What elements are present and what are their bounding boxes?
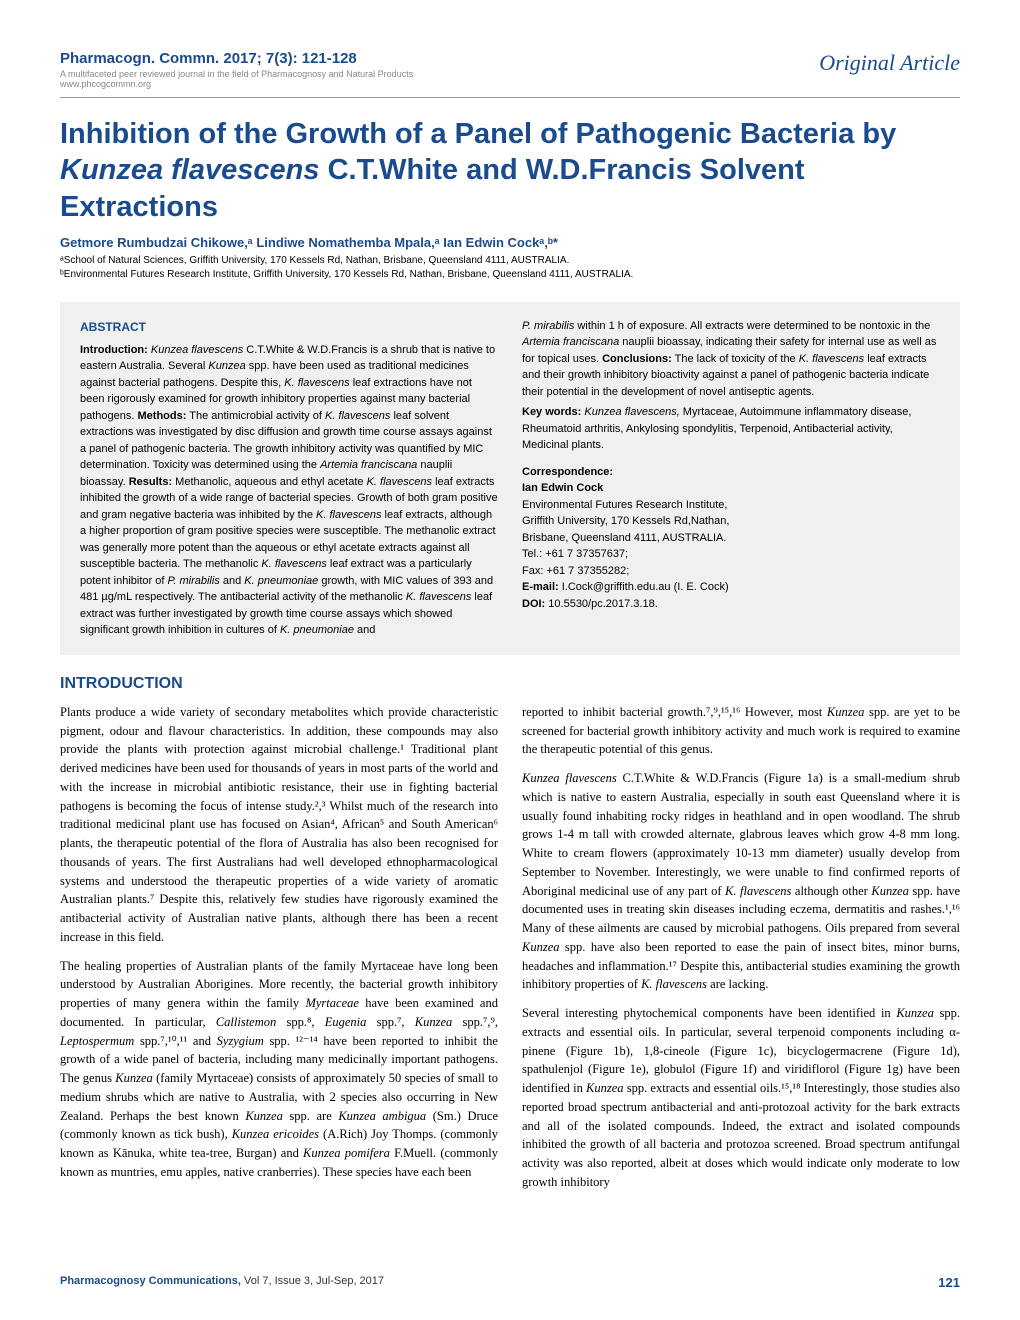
- correspondence-heading: Correspondence:: [522, 464, 940, 481]
- footer-journal: Pharmacognosy Communications,: [60, 1275, 241, 1287]
- abstract-box: ABSTRACT Introduction: Kunzea flavescens…: [60, 302, 960, 655]
- footer-left: Pharmacognosy Communications, Vol 7, Iss…: [60, 1275, 384, 1290]
- journal-url: www.phcogcommn.org: [60, 79, 819, 89]
- correspondence-address: Environmental Futures Research Institute…: [522, 497, 940, 547]
- title-part1: Inhibition of the Growth of a Panel of P…: [60, 118, 896, 150]
- abstract-right-col: P. mirabilis within 1 h of exposure. All…: [522, 318, 940, 639]
- abstract-left-text: Introduction: Kunzea flavescens C.T.Whit…: [80, 342, 498, 639]
- keywords: Key words: Kunzea flavescens, Myrtaceae,…: [522, 404, 940, 454]
- title-species: Kunzea flavescens: [60, 154, 320, 186]
- body-right-col: reported to inhibit bacterial growth.⁷,⁹…: [522, 703, 960, 1202]
- correspondence-fax: Fax: +61 7 37355282;: [522, 563, 940, 580]
- journal-citation: Pharmacogn. Commn. 2017; 7(3): 121-128: [60, 50, 819, 67]
- abstract-right-text: P. mirabilis within 1 h of exposure. All…: [522, 318, 940, 401]
- affiliations: ᵃSchool of Natural Sciences, Griffith Un…: [60, 254, 960, 282]
- body-left-p1: Plants produce a wide variety of seconda…: [60, 703, 498, 947]
- body-left-col: Plants produce a wide variety of seconda…: [60, 703, 498, 1202]
- article-title: Inhibition of the Growth of a Panel of P…: [60, 116, 960, 225]
- footer-page: 121: [938, 1275, 960, 1290]
- correspondence-tel: Tel.: +61 7 37357637;: [522, 546, 940, 563]
- introduction-heading: INTRODUCTION: [60, 675, 960, 693]
- article-type: Original Article: [819, 50, 960, 76]
- footer-volume: Vol 7, Issue 3, Jul-Sep, 2017: [241, 1275, 384, 1287]
- journal-info: Pharmacogn. Commn. 2017; 7(3): 121-128 A…: [60, 50, 819, 89]
- correspondence-name: Ian Edwin Cock: [522, 480, 940, 497]
- authors: Getmore Rumbudzai Chikowe,ᵃ Lindiwe Noma…: [60, 235, 960, 250]
- footer: Pharmacognosy Communications, Vol 7, Iss…: [60, 1275, 960, 1290]
- body-right-p2: Kunzea flavescens C.T.White & W.D.Franci…: [522, 769, 960, 994]
- body-left-p2: The healing properties of Australian pla…: [60, 957, 498, 1182]
- journal-subtitle: A multifaceted peer reviewed journal in …: [60, 69, 819, 79]
- header: Pharmacogn. Commn. 2017; 7(3): 121-128 A…: [60, 50, 960, 98]
- correspondence-doi: DOI: 10.5530/pc.2017.3.18.: [522, 596, 940, 613]
- body-columns: Plants produce a wide variety of seconda…: [60, 703, 960, 1202]
- abstract-left-col: ABSTRACT Introduction: Kunzea flavescens…: [80, 318, 498, 639]
- abstract-heading: ABSTRACT: [80, 318, 498, 336]
- affiliation-b: ᵇEnvironmental Futures Research Institut…: [60, 268, 960, 282]
- correspondence-email: E-mail: I.Cock@griffith.edu.au (I. E. Co…: [522, 579, 940, 596]
- affiliation-a: ᵃSchool of Natural Sciences, Griffith Un…: [60, 254, 960, 268]
- body-right-p3: Several interesting phytochemical compon…: [522, 1004, 960, 1192]
- body-right-p1: reported to inhibit bacterial growth.⁷,⁹…: [522, 703, 960, 759]
